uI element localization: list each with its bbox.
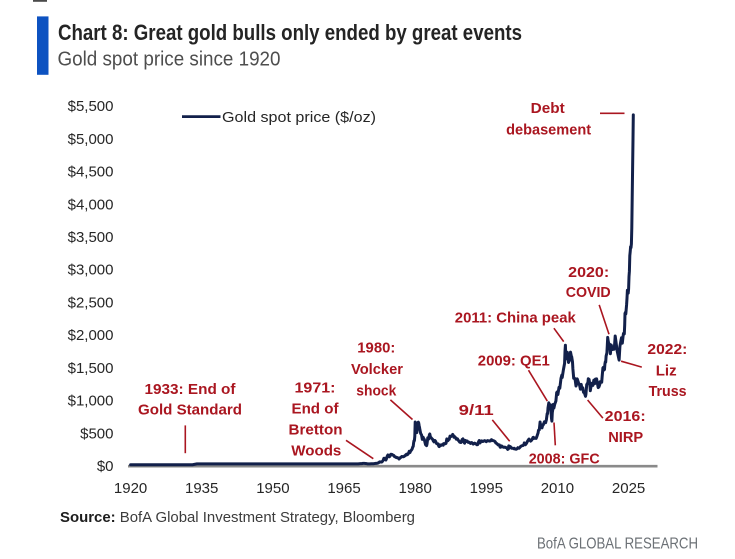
svg-text:2020:: 2020: — [568, 264, 609, 281]
svg-text:$4,500: $4,500 — [68, 164, 114, 181]
svg-text:1971:: 1971: — [295, 379, 336, 396]
svg-text:2016:: 2016: — [605, 408, 646, 425]
svg-text:$3,500: $3,500 — [68, 229, 114, 246]
svg-text:1980: 1980 — [399, 480, 432, 497]
svg-text:$3,000: $3,000 — [68, 262, 114, 279]
svg-text:1933: End of: 1933: End of — [145, 381, 237, 398]
svg-text:Source: BofA Global Investment: Source: BofA Global Investment Strategy,… — [60, 509, 415, 526]
svg-text:NIRP: NIRP — [608, 429, 643, 446]
svg-text:$2,000: $2,000 — [68, 327, 114, 344]
svg-text:shock: shock — [356, 382, 397, 399]
svg-text:1920: 1920 — [114, 480, 147, 497]
svg-text:1995: 1995 — [470, 480, 503, 497]
svg-text:1935: 1935 — [185, 480, 218, 497]
svg-text:2008: GFC: 2008: GFC — [529, 450, 600, 467]
svg-text:$5,500: $5,500 — [68, 98, 114, 115]
svg-text:$500: $500 — [80, 425, 113, 442]
svg-text:Gold spot price ($/oz): Gold spot price ($/oz) — [222, 109, 376, 126]
svg-text:Chart 8: Great gold bulls only: Chart 8: Great gold bulls only ended by … — [58, 20, 522, 45]
svg-text:$2,500: $2,500 — [68, 294, 114, 311]
svg-text:COVID: COVID — [566, 284, 611, 301]
svg-text:Woods: Woods — [291, 442, 341, 459]
svg-text:2022:: 2022: — [647, 341, 687, 358]
svg-text:2010: 2010 — [541, 480, 574, 497]
svg-text:$1,000: $1,000 — [68, 393, 114, 410]
svg-text:$0: $0 — [97, 458, 114, 475]
svg-text:Liz: Liz — [656, 362, 677, 379]
svg-text:Bretton: Bretton — [289, 422, 343, 439]
svg-text:$5,000: $5,000 — [68, 131, 114, 148]
svg-text:$1,500: $1,500 — [68, 360, 114, 377]
svg-text:BofA GLOBAL RESEARCH: BofA GLOBAL RESEARCH — [537, 536, 698, 553]
svg-text:2009: QE1: 2009: QE1 — [478, 353, 550, 370]
svg-text:Volcker: Volcker — [351, 361, 403, 378]
svg-text:1965: 1965 — [327, 480, 360, 497]
svg-text:1980:: 1980: — [357, 340, 395, 357]
svg-text:2011: China peak: 2011: China peak — [455, 309, 577, 326]
svg-text:1950: 1950 — [256, 480, 289, 497]
svg-text:2025: 2025 — [612, 480, 645, 497]
svg-text:Gold Standard: Gold Standard — [138, 401, 242, 418]
svg-text:Gold spot price since 1920: Gold spot price since 1920 — [58, 49, 281, 71]
svg-text:debasement: debasement — [506, 122, 591, 139]
svg-text:9/11: 9/11 — [459, 402, 494, 419]
svg-text:$4,000: $4,000 — [68, 196, 114, 213]
svg-text:Debt: Debt — [531, 100, 565, 117]
svg-text:Truss: Truss — [649, 383, 687, 400]
svg-text:End of: End of — [292, 401, 340, 418]
